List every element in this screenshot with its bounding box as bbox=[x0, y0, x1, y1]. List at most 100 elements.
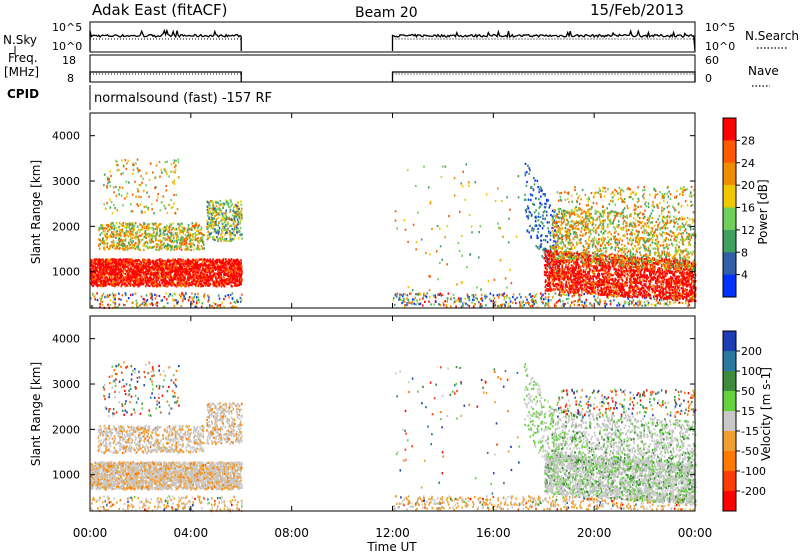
echo-cell bbox=[118, 241, 121, 244]
echo-cell bbox=[219, 208, 221, 211]
echo-cell bbox=[165, 260, 167, 263]
echo-cell bbox=[468, 213, 471, 217]
echo-cell bbox=[141, 181, 143, 184]
echo-cell bbox=[165, 284, 167, 287]
echo-cell bbox=[476, 299, 479, 302]
echo-cell bbox=[568, 261, 570, 264]
echo-cell bbox=[227, 205, 230, 208]
echo-cell bbox=[519, 305, 521, 308]
echo-cell bbox=[226, 280, 228, 284]
echo-cell bbox=[130, 273, 133, 277]
echo-cell bbox=[129, 283, 131, 286]
echo-cell bbox=[544, 217, 546, 220]
echo-cell bbox=[536, 305, 539, 308]
echo-cell bbox=[209, 223, 211, 226]
echo-cell bbox=[179, 241, 181, 244]
echo-cell bbox=[549, 238, 552, 241]
echo-cell bbox=[649, 273, 651, 276]
echo-cell bbox=[222, 202, 225, 205]
echo-cell bbox=[114, 269, 116, 272]
echo-cell bbox=[215, 218, 218, 221]
echo-cell bbox=[185, 271, 188, 274]
echo-cell bbox=[481, 304, 483, 308]
echo-cell bbox=[113, 271, 116, 274]
echo-cell bbox=[97, 276, 99, 279]
echo-cell bbox=[638, 301, 641, 304]
echo-cell bbox=[115, 247, 118, 250]
echo-cell bbox=[223, 268, 226, 272]
echo-cell bbox=[169, 264, 171, 267]
echo-cell bbox=[207, 278, 209, 281]
echo-cell bbox=[193, 263, 196, 267]
echo-cell bbox=[192, 248, 195, 251]
echo-cell bbox=[199, 273, 202, 276]
echo-cell bbox=[138, 248, 140, 251]
echo-cell bbox=[205, 282, 207, 285]
echo-cell bbox=[103, 273, 106, 276]
echo-cell bbox=[178, 232, 181, 235]
echo-cell bbox=[216, 280, 219, 283]
echo-cell bbox=[223, 212, 225, 215]
echo-cell bbox=[134, 236, 136, 239]
echo-cell bbox=[140, 281, 143, 284]
echo-cell bbox=[676, 280, 678, 283]
echo-cell bbox=[136, 225, 139, 228]
echo-cell bbox=[240, 282, 242, 285]
echo-cell bbox=[542, 214, 544, 217]
echo-cell bbox=[632, 299, 635, 302]
echo-cell bbox=[597, 301, 599, 304]
echo-cell bbox=[197, 275, 200, 278]
echo-cell bbox=[626, 284, 628, 287]
echo-cell bbox=[534, 179, 536, 182]
echo-cell bbox=[215, 281, 217, 284]
echo-cell bbox=[674, 286, 676, 289]
echo-cell bbox=[494, 199, 497, 202]
echo-cell bbox=[145, 265, 148, 268]
echo-cell bbox=[241, 237, 243, 240]
echo-cell bbox=[138, 242, 141, 245]
echo-cell bbox=[110, 201, 113, 204]
echo-cell bbox=[129, 279, 132, 282]
echo-cell bbox=[142, 177, 144, 180]
echo-cell bbox=[167, 247, 169, 250]
echo-cell bbox=[90, 278, 93, 281]
echo-cell bbox=[237, 204, 239, 208]
echo-cell bbox=[629, 299, 631, 303]
echo-cell bbox=[176, 269, 179, 272]
echo-cell bbox=[181, 265, 184, 268]
echo-cell bbox=[207, 284, 209, 287]
echo-cell bbox=[140, 224, 143, 227]
echo-cell bbox=[170, 267, 172, 271]
echo-cell bbox=[202, 284, 204, 288]
echo-cell bbox=[631, 301, 633, 304]
echo-cell bbox=[145, 234, 148, 238]
echo-cell bbox=[149, 262, 152, 265]
echo-cell bbox=[199, 228, 201, 231]
echo-cell bbox=[162, 244, 165, 247]
echo-cell bbox=[525, 210, 528, 214]
echo-cell bbox=[174, 269, 177, 272]
echo-cell bbox=[192, 265, 194, 268]
echo-cell bbox=[228, 232, 231, 235]
echo-cell bbox=[131, 193, 134, 196]
echo-cell bbox=[178, 258, 181, 261]
echo-cell bbox=[153, 280, 156, 283]
echo-cell bbox=[574, 293, 576, 296]
echo-cell bbox=[162, 279, 164, 283]
echo-cell bbox=[154, 187, 156, 190]
echo-cell bbox=[144, 265, 146, 268]
echo-cell bbox=[166, 270, 169, 273]
echo-cell bbox=[206, 266, 208, 270]
echo-cell bbox=[237, 275, 240, 278]
echo-cell bbox=[190, 269, 192, 272]
echo-cell bbox=[131, 241, 133, 244]
echo-cell bbox=[105, 265, 108, 268]
echo-cell bbox=[110, 174, 112, 178]
echo-cell bbox=[182, 259, 184, 262]
echo-cell bbox=[186, 282, 189, 285]
echo-cell bbox=[144, 245, 146, 248]
echo-cell bbox=[117, 268, 120, 271]
echo-cell bbox=[535, 224, 538, 227]
echo-cell bbox=[204, 271, 206, 274]
echo-cell bbox=[556, 270, 558, 273]
